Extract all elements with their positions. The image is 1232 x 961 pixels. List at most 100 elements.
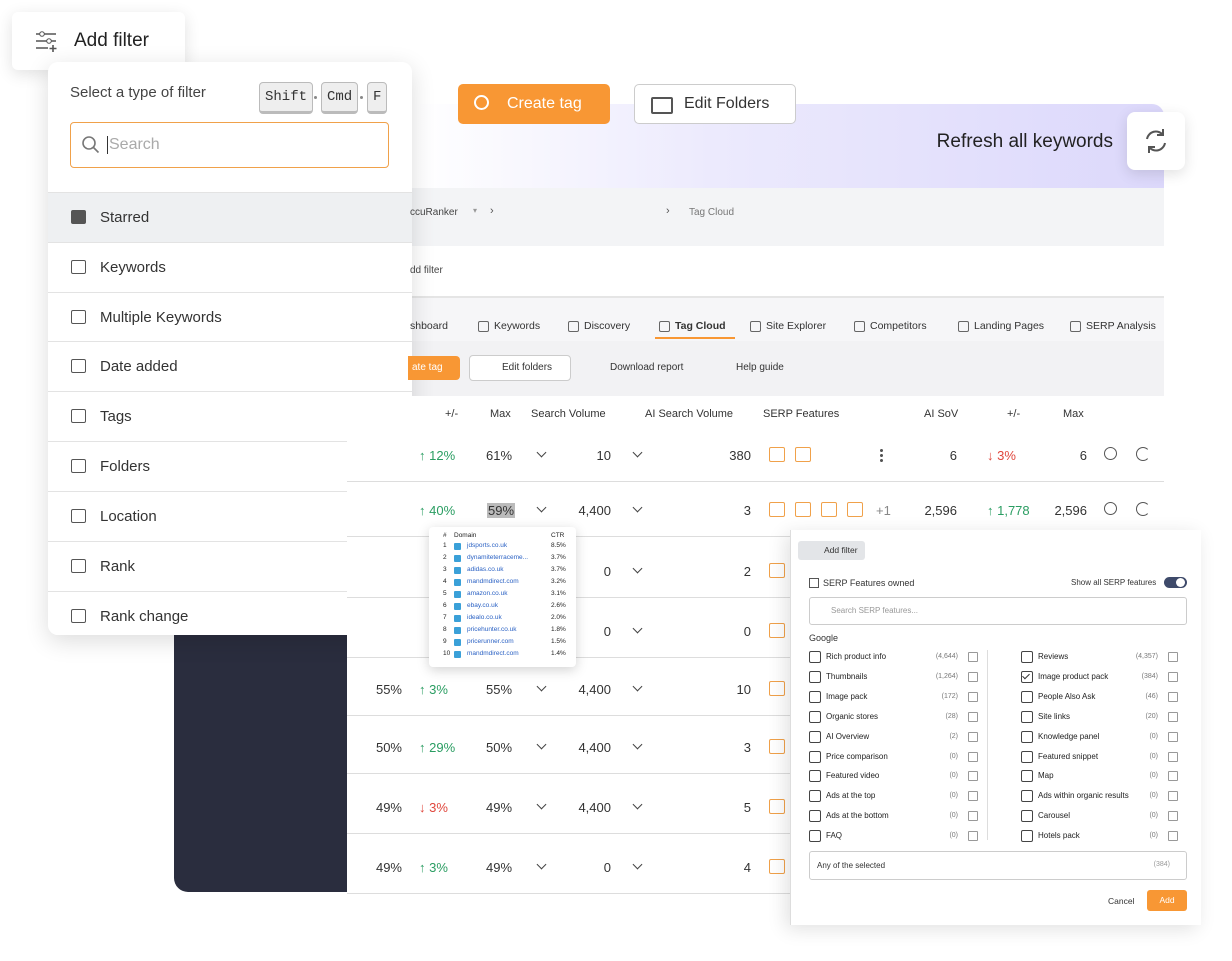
checkbox[interactable] — [1021, 710, 1033, 723]
cell-search-volume: 0 — [603, 564, 611, 579]
popup-domain[interactable]: ebay.co.uk — [467, 602, 498, 609]
checkbox[interactable] — [1021, 830, 1033, 843]
popup-domain[interactable]: amazon.co.uk — [467, 590, 508, 597]
feature-label: Ads at the bottom — [826, 811, 889, 821]
checkbox[interactable] — [1021, 730, 1033, 743]
feature-label: Carousel — [1038, 811, 1071, 821]
feature-icon — [1168, 711, 1178, 722]
tab[interactable]: shboard — [410, 320, 448, 332]
tab[interactable]: Tag Cloud — [675, 320, 726, 332]
checkbox[interactable] — [809, 710, 821, 723]
feature-label: Ads at the top — [826, 791, 876, 801]
add-filter-link[interactable]: dd filter — [410, 265, 443, 276]
popup-rank: 8 — [443, 626, 447, 633]
popup-domain[interactable]: jdsports.co.uk — [467, 542, 508, 549]
checkbox[interactable] — [1021, 690, 1033, 703]
checkbox[interactable] — [1021, 810, 1033, 823]
tab[interactable]: Discovery — [584, 320, 631, 332]
popup-domain[interactable]: mandmdirect.com — [467, 578, 519, 585]
tab[interactable]: Landing Pages — [974, 320, 1045, 332]
refresh-action[interactable] — [1136, 502, 1150, 516]
cell-ai-search-volume: 3 — [743, 740, 751, 755]
popup-domain[interactable]: dynamiteterraceme... — [467, 554, 529, 561]
favicon — [454, 615, 461, 622]
serp-search[interactable]: Search SERP features... — [809, 597, 1187, 625]
popup-rank: 4 — [443, 578, 447, 585]
dark-panel — [174, 600, 347, 892]
item-icon — [71, 459, 86, 473]
row-divider — [347, 715, 790, 716]
checkbox[interactable] — [809, 790, 821, 803]
cancel-button[interactable]: Cancel — [1108, 896, 1135, 906]
toolbar-download[interactable]: Download report — [610, 362, 684, 373]
feature-count: (172) — [941, 692, 958, 700]
checkbox[interactable] — [1021, 651, 1033, 663]
checkbox[interactable] — [809, 750, 821, 763]
create-tag-button[interactable]: Create tag — [458, 84, 610, 124]
checkbox[interactable] — [1021, 770, 1033, 783]
feature-label: Ads within organic results — [1038, 791, 1129, 801]
checkbox[interactable] — [1021, 790, 1033, 803]
refresh-action[interactable] — [1136, 447, 1150, 461]
cell-change: ↑ 3% — [419, 682, 448, 697]
checkbox[interactable] — [809, 730, 821, 743]
add-button[interactable]: Add — [1147, 890, 1187, 911]
favicon — [454, 579, 461, 586]
search-action[interactable] — [1104, 502, 1117, 515]
cell-pct: 50% — [375, 740, 402, 755]
toggle[interactable] — [1164, 577, 1187, 588]
shortcut-key: Cmd — [321, 82, 359, 114]
serp-add-filter[interactable]: Add filter — [798, 541, 865, 560]
checkbox[interactable] — [1021, 750, 1033, 763]
cell-ai-sov: 6 — [949, 448, 957, 463]
feature-label: People Also Ask — [1038, 691, 1096, 701]
feature-count: (0) — [1149, 772, 1158, 780]
column-header: Search Volume — [531, 408, 606, 420]
tab[interactable]: Competitors — [870, 320, 927, 332]
checkbox[interactable] — [809, 770, 821, 783]
popup-domain[interactable]: pricehunter.co.uk — [467, 626, 517, 633]
filter-item[interactable]: Date added — [48, 341, 412, 391]
feature-label: Knowledge panel — [1038, 731, 1100, 741]
feature-label: Organic stores — [826, 711, 879, 721]
refresh-button[interactable] — [1127, 112, 1185, 170]
toolbar-create-tag[interactable]: ate tag — [408, 356, 460, 380]
match-mode: Any of the selected — [817, 861, 886, 870]
checkbox[interactable] — [809, 690, 821, 703]
filter-item[interactable]: Multiple Keywords — [48, 292, 412, 342]
popup-domain[interactable]: pricerunner.com — [467, 638, 514, 645]
popup-rank: 10 — [443, 650, 451, 657]
add-filter-button[interactable]: Add filter — [12, 12, 185, 70]
popup-domain[interactable]: mandmdirect.com — [467, 650, 519, 657]
toolbar-help[interactable]: Help guide — [736, 362, 784, 373]
edit-folders-button[interactable]: Edit Folders — [634, 84, 796, 124]
filter-item[interactable]: Starred — [48, 192, 412, 242]
checkbox[interactable] — [809, 670, 821, 683]
filter-item[interactable]: Keywords — [48, 242, 412, 292]
tab[interactable]: Site Explorer — [766, 320, 827, 332]
search-action[interactable] — [1104, 447, 1117, 460]
feature-label: Rich product info — [826, 652, 887, 661]
popup-domain[interactable]: idealo.co.uk — [467, 614, 502, 621]
serp-panel: Add filter SERP Features owned Show all SE… — [790, 530, 1201, 925]
tab[interactable]: Keywords — [494, 320, 541, 332]
checkbox[interactable] — [809, 810, 821, 823]
kebab-menu[interactable] — [880, 448, 883, 462]
match-count: (384) — [1153, 861, 1170, 868]
checkbox[interactable] — [809, 651, 821, 663]
serp-icon — [769, 447, 785, 462]
feature-count: (0) — [1149, 792, 1158, 800]
checkbox[interactable] — [809, 830, 821, 843]
cell-ai-change: ↑ 1,778 — [987, 503, 1030, 518]
match-dropdown[interactable]: Any of the selected (384) — [809, 851, 1187, 880]
tab[interactable]: SERP Analysis — [1086, 320, 1156, 332]
shortcut-key: F — [367, 82, 388, 114]
checkbox[interactable] — [1021, 670, 1033, 683]
toolbar-edit-folders[interactable]: Edit folders — [469, 355, 571, 381]
popup-domain[interactable]: adidas.co.uk — [467, 566, 504, 573]
favicon — [454, 591, 461, 598]
search-input[interactable]: Search — [70, 122, 389, 168]
feature-count: (384) — [1141, 672, 1158, 680]
row-divider — [347, 833, 790, 834]
cell-change: ↑ 40% — [419, 503, 456, 518]
